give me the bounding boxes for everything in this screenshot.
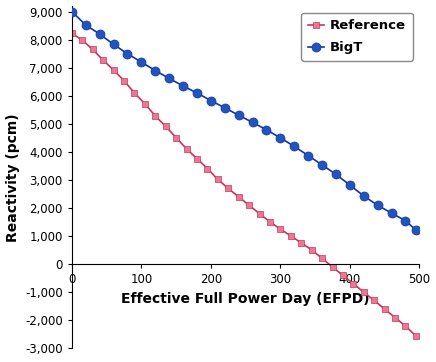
Reference (278, 227, 283, 231)
Reference (111, 68, 116, 72)
Reference (351, 281, 356, 286)
BigT (153, 68, 158, 73)
Reference (246, 203, 252, 207)
Reference (330, 265, 335, 269)
Reference (226, 186, 231, 191)
BigT (181, 84, 186, 88)
BigT (361, 194, 366, 198)
Reference (341, 273, 346, 278)
Reference (413, 334, 419, 338)
Reference (142, 101, 147, 106)
BigT (278, 136, 283, 140)
Reference (361, 290, 366, 294)
Reference (121, 79, 126, 83)
BigT (208, 98, 214, 103)
Reference (69, 31, 75, 35)
BigT (264, 127, 269, 132)
Reference (184, 147, 189, 151)
Reference (403, 324, 408, 328)
BigT (334, 172, 339, 177)
Reference (267, 220, 272, 224)
Reference (236, 195, 241, 199)
X-axis label: Effective Full Power Day (EFPD): Effective Full Power Day (EFPD) (121, 292, 370, 306)
Reference (215, 177, 221, 182)
Reference (153, 114, 158, 118)
BigT (83, 23, 89, 27)
Legend: Reference, BigT: Reference, BigT (301, 13, 413, 61)
Reference (101, 58, 106, 62)
BigT (403, 219, 408, 223)
BigT (347, 183, 352, 187)
Reference (90, 47, 95, 52)
Reference (299, 241, 304, 245)
BigT (236, 113, 241, 117)
Reference (174, 135, 179, 140)
BigT (167, 76, 172, 81)
Reference (132, 91, 137, 95)
BigT (222, 106, 228, 110)
BigT (320, 163, 325, 167)
Reference (257, 211, 262, 216)
Line: Reference: Reference (69, 30, 419, 339)
BigT (125, 51, 130, 56)
Reference (320, 256, 325, 261)
Reference (309, 248, 314, 252)
BigT (250, 120, 255, 125)
Reference (288, 234, 293, 238)
BigT (389, 211, 394, 215)
Reference (163, 124, 168, 129)
BigT (375, 203, 380, 207)
Reference (382, 307, 387, 311)
Line: BigT: BigT (68, 7, 420, 235)
BigT (69, 9, 75, 14)
BigT (306, 153, 311, 158)
Reference (205, 167, 210, 171)
BigT (194, 91, 200, 95)
BigT (139, 60, 144, 64)
BigT (413, 228, 419, 232)
Reference (194, 156, 200, 161)
BigT (111, 42, 116, 47)
BigT (97, 32, 102, 36)
BigT (292, 144, 297, 148)
Y-axis label: Reactivity (pcm): Reactivity (pcm) (6, 113, 20, 241)
Reference (371, 298, 377, 303)
Reference (80, 38, 85, 42)
Reference (392, 315, 398, 320)
